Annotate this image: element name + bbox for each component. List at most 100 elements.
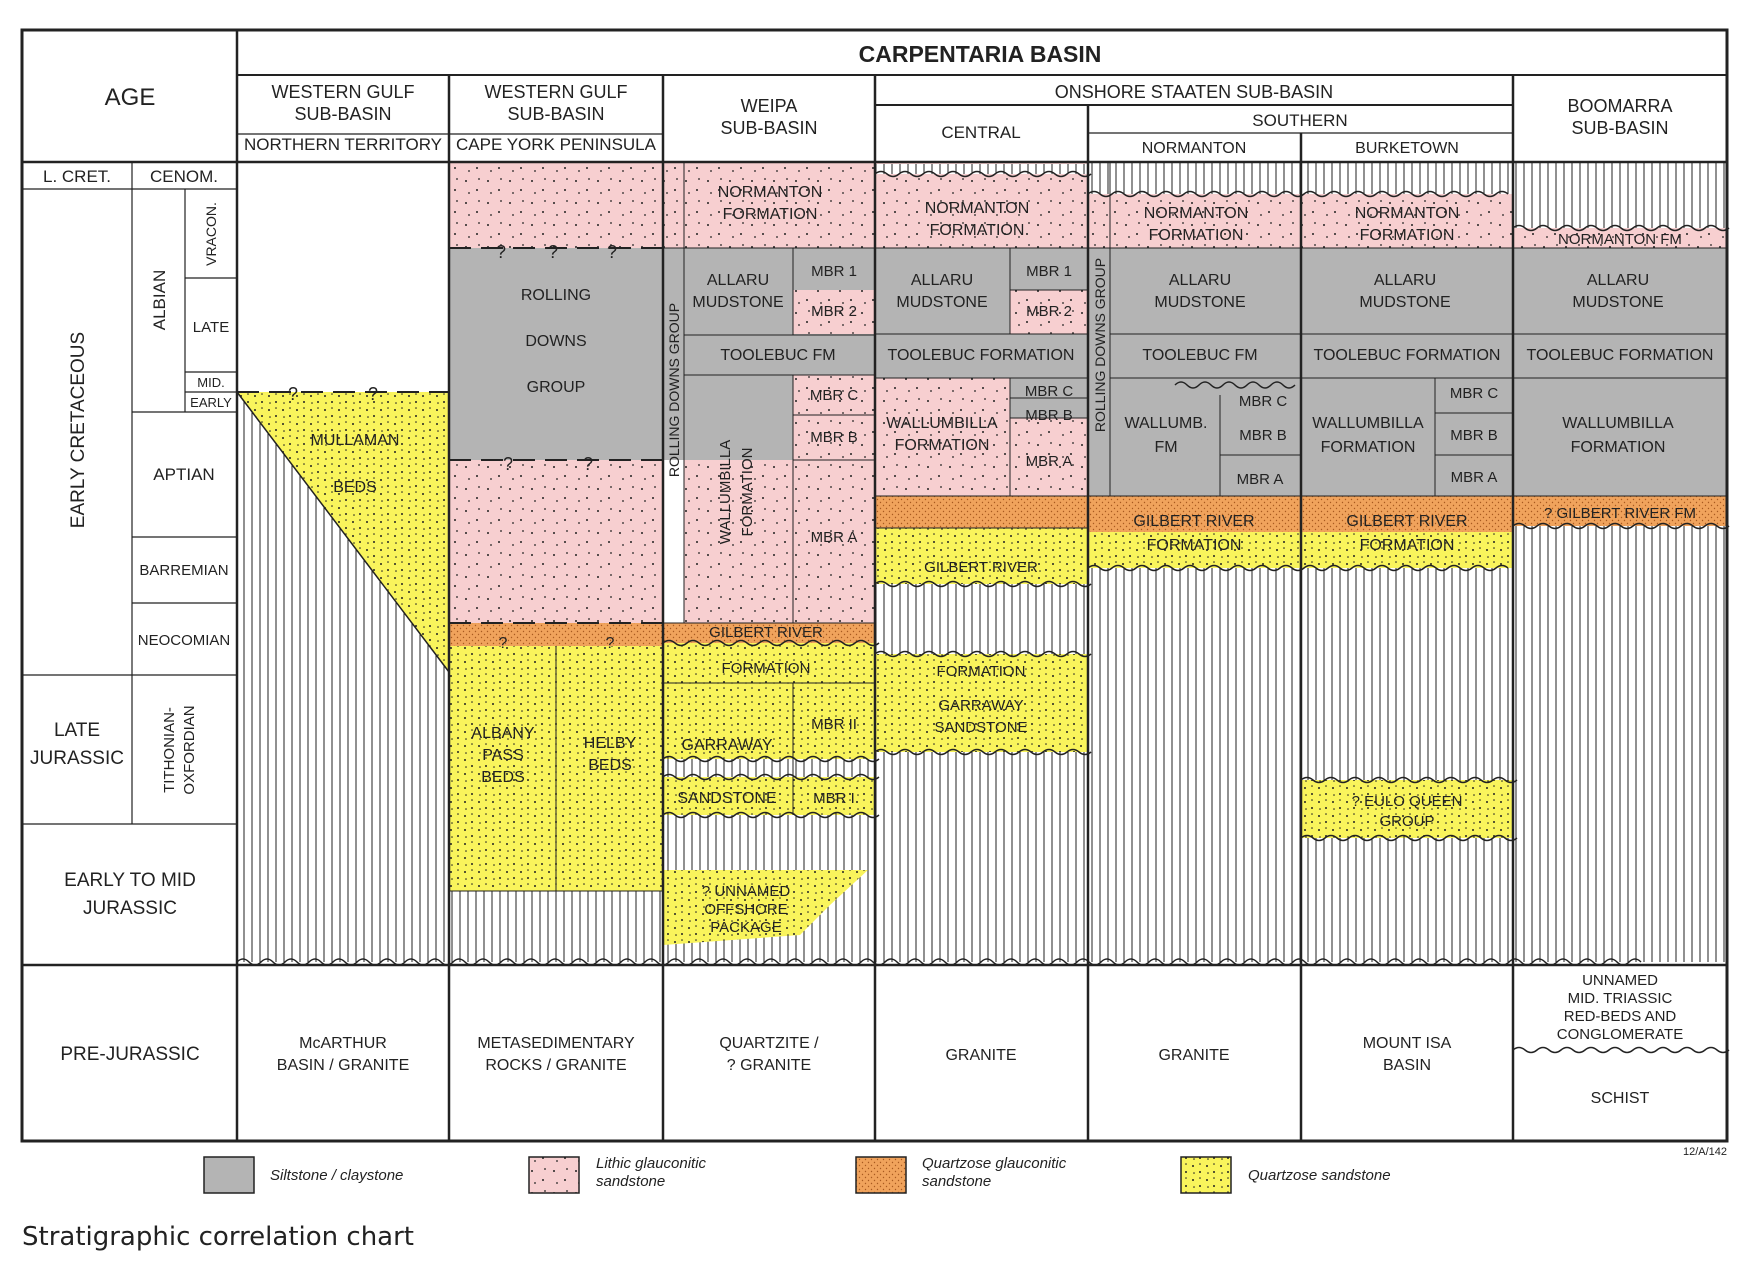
base-wg-nt-2: BASIN / GRANITE — [277, 1057, 409, 1074]
age-early-cretaceous: EARLY CRETACEOUS — [68, 332, 89, 528]
weipa-mbr-b: MBR B — [810, 429, 858, 446]
weipa-wallumbilla-2: FORMATION — [739, 448, 756, 537]
norm-allaru-2: MUDSTONE — [1154, 294, 1245, 311]
age-neocomian: NEOCOMIAN — [138, 632, 231, 649]
weipa-mbr-c: MBR C — [810, 387, 859, 404]
age-late: LATE — [193, 319, 229, 336]
norm-toolebuc: TOOLEBUC FM — [1142, 347, 1257, 364]
boom-wallumbilla-2: FORMATION — [1571, 439, 1666, 456]
header-wg-nt-3: NORTHERN TERRITORY — [244, 135, 442, 154]
header-central: CENTRAL — [941, 123, 1020, 142]
weipa-mbr-i: MBR I — [813, 790, 855, 807]
base-boomarra-tri-2: MID. TRIASSIC — [1568, 990, 1673, 1007]
q-mark: ? — [499, 635, 508, 652]
grid-lines — [20, 28, 1729, 1143]
col-normanton-fills — [1088, 162, 1301, 962]
header-normanton: NORMANTON — [1142, 140, 1247, 157]
central-normanton-2: FORMATION — [930, 222, 1025, 239]
col-burketown-fills — [1301, 162, 1513, 962]
norm-mbr-b: MBR B — [1239, 427, 1287, 444]
helby-1: HELBY — [584, 735, 637, 752]
q-mark: ? — [288, 384, 298, 404]
legend-silt: Siltstone / claystone — [270, 1167, 403, 1184]
age-labels: L. CRET. CENOM. EARLY CRETACEOUS ALBIAN … — [30, 167, 232, 1065]
central-garraway-2: SANDSTONE — [934, 719, 1027, 736]
norm-mbr-a: MBR A — [1237, 471, 1284, 488]
weipa-mbr-ii: MBR II — [811, 716, 857, 733]
legend-qglauc-1: Quartzose glauconitic — [922, 1155, 1067, 1172]
weipa-mbr2: MBR 2 — [811, 303, 857, 320]
header-wg-cy-2: SUB-BASIN — [507, 104, 604, 124]
central-mbr1: MBR 1 — [1026, 263, 1072, 280]
central-wallumbilla-2: FORMATION — [895, 437, 990, 454]
base-burketown-2: BASIN — [1383, 1057, 1431, 1074]
central-wallumbilla-1: WALLUMBILLA — [886, 415, 998, 432]
albany-1: ALBANY — [471, 725, 534, 742]
base-boomarra-tri-3: RED-BEDS AND — [1564, 1008, 1677, 1025]
rolling-1: ROLLING — [521, 287, 591, 304]
weipa-garraway: GARRAWAY — [682, 737, 773, 754]
burk-allaru-1: ALLARU — [1374, 272, 1436, 289]
base-wg-cy-2: ROCKS / GRANITE — [485, 1057, 626, 1074]
boom-allaru-1: ALLARU — [1587, 272, 1649, 289]
base-weipa-1: QUARTZITE / — [719, 1035, 819, 1052]
burk-normanton-2: FORMATION — [1360, 227, 1455, 244]
col-boomarra-fills — [1513, 162, 1727, 962]
weipa-formation: FORMATION — [722, 660, 811, 677]
legend: Siltstone / claystone Lithic glauconitic… — [203, 1155, 1391, 1194]
age-tithonian-2: OXFORDIAN — [181, 705, 198, 794]
norm-gilbert-1: GILBERT RIVER — [1133, 513, 1254, 530]
age-tithonian-1: TITHONIAN- — [161, 707, 178, 793]
weipa-mbr1: MBR 1 — [811, 263, 857, 280]
header-wg-nt-1: WESTERN GULF — [271, 82, 414, 102]
header-onshore: ONSHORE STAATEN SUB-BASIN — [1055, 82, 1333, 102]
boom-allaru-2: MUDSTONE — [1572, 294, 1663, 311]
age-mid: MID. — [197, 375, 224, 390]
central-mbr-a: MBR A — [1026, 453, 1073, 470]
age-barremian: BARREMIAN — [139, 562, 228, 579]
albany-2: PASS — [482, 747, 524, 764]
burk-mbr-a: MBR A — [1451, 469, 1498, 486]
central-garraway-1: GARRAWAY — [938, 697, 1023, 714]
base-weipa-2: ? GRANITE — [727, 1057, 811, 1074]
q-mark: ? — [548, 242, 558, 262]
norm-allaru-1: ALLARU — [1169, 272, 1231, 289]
weipa-allaru-1: ALLARU — [707, 272, 769, 289]
boom-normanton: NORMANTON FM — [1558, 231, 1682, 248]
age-vracon: VRACON. — [203, 202, 219, 266]
weipa-gilbert-river: GILBERT RIVER — [709, 624, 823, 641]
stratigraphic-chart: CARPENTARIA BASIN AGE WESTERN GULF SUB-B… — [20, 28, 1730, 1194]
norm-rolling-downs: ROLLING DOWNS GROUP — [1092, 258, 1108, 432]
legend-lithic-1: Lithic glauconitic — [596, 1155, 707, 1172]
col-weipa-fills — [663, 162, 875, 962]
header-boomarra-2: SUB-BASIN — [1571, 118, 1668, 138]
col-wg-nt-fills — [236, 162, 450, 962]
uncertain-boundaries — [237, 247, 663, 624]
figure-caption: Stratigraphic correlation chart — [22, 1222, 414, 1252]
legend-swatch-qglauc — [855, 1156, 907, 1194]
age-late-jurassic-1: LATE — [54, 720, 100, 741]
burk-mbr-b: MBR B — [1450, 427, 1498, 444]
weipa-sandstone: SANDSTONE — [677, 790, 776, 807]
base-boomarra-tri-4: CONGLOMERATE — [1557, 1026, 1683, 1043]
central-mbr-c: MBR C — [1025, 383, 1074, 400]
base-normanton: GRANITE — [1158, 1047, 1229, 1064]
header-weipa-2: SUB-BASIN — [720, 118, 817, 138]
q-mark: ? — [496, 242, 506, 262]
boom-wallumbilla-1: WALLUMBILLA — [1562, 415, 1674, 432]
base-burketown-1: MOUNT ISA — [1363, 1035, 1452, 1052]
basement-labels: McARTHUR BASIN / GRANITE METASEDIMENTARY… — [277, 972, 1683, 1107]
q-mark: ? — [368, 384, 378, 404]
norm-normanton-2: FORMATION — [1149, 227, 1244, 244]
norm-wallumb-2: FM — [1154, 439, 1177, 456]
legend-swatch-qsand — [1180, 1156, 1232, 1194]
norm-wallumb-1: WALLUMB. — [1125, 415, 1208, 432]
unnamed-offshore-3: PACKAGE — [710, 919, 781, 936]
base-boomarra-tri-1: UNNAMED — [1582, 972, 1658, 989]
unnamed-offshore-2: OFFSHORE — [704, 901, 787, 918]
central-allaru-1: ALLARU — [911, 272, 973, 289]
boom-toolebuc: TOOLEBUC FORMATION — [1527, 347, 1714, 364]
central-mbr-b: MBR B — [1025, 407, 1073, 424]
chart-title: CARPENTARIA BASIN — [859, 41, 1102, 67]
burk-wallumbilla-1: WALLUMBILLA — [1312, 415, 1424, 432]
